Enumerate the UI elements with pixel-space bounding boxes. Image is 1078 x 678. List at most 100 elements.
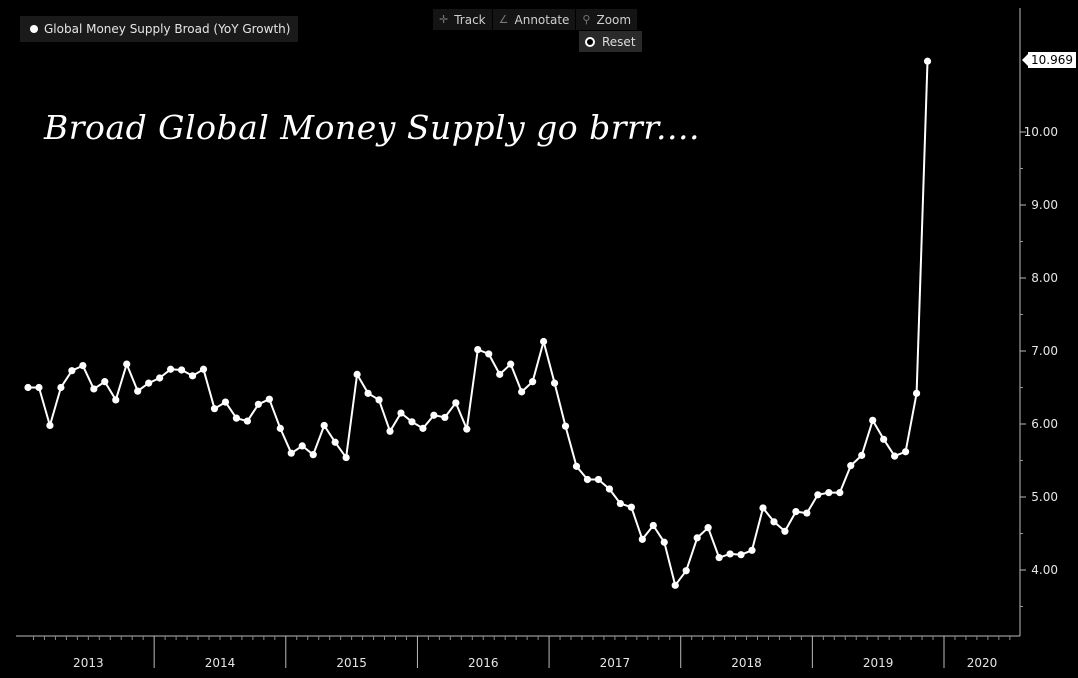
data-point bbox=[24, 383, 32, 392]
data-point bbox=[627, 503, 635, 511]
data-point bbox=[167, 365, 175, 373]
data-point bbox=[561, 422, 570, 430]
data-point bbox=[331, 438, 339, 446]
data-point bbox=[199, 365, 208, 373]
data-point bbox=[726, 550, 734, 558]
y-tick-label: 10.00 bbox=[1023, 125, 1058, 139]
data-point bbox=[441, 413, 449, 422]
data-point bbox=[243, 417, 251, 425]
data-point bbox=[474, 345, 482, 354]
data-point bbox=[836, 489, 844, 497]
data-point bbox=[265, 395, 273, 403]
series-line bbox=[28, 61, 929, 587]
data-point bbox=[825, 489, 833, 497]
data-point bbox=[682, 567, 690, 575]
data-point bbox=[156, 374, 164, 382]
y-tick-label: 4.00 bbox=[1031, 563, 1058, 577]
data-point bbox=[309, 451, 317, 459]
data-point bbox=[145, 379, 153, 387]
data-point bbox=[616, 499, 624, 508]
data-point bbox=[496, 370, 504, 378]
radio-icon bbox=[585, 36, 595, 47]
data-point bbox=[781, 527, 789, 535]
track-button[interactable]: ✛ Track bbox=[433, 9, 492, 30]
data-point bbox=[232, 414, 241, 422]
x-tick-label: 2015 bbox=[336, 656, 367, 670]
data-point bbox=[539, 337, 548, 346]
data-point bbox=[46, 421, 54, 430]
data-point bbox=[814, 491, 822, 499]
data-point bbox=[79, 362, 87, 370]
data-point bbox=[518, 388, 526, 396]
chart-annotation: Broad Global Money Supply go brrr.... bbox=[44, 108, 700, 147]
data-point bbox=[507, 360, 515, 368]
data-point bbox=[847, 462, 855, 470]
x-tick-label: 2017 bbox=[599, 656, 631, 670]
legend[interactable]: Global Money Supply Broad (YoY Growth) bbox=[20, 16, 299, 42]
data-point bbox=[397, 409, 405, 417]
x-tick-label: 2020 bbox=[966, 656, 998, 670]
data-point bbox=[660, 538, 668, 546]
data-point bbox=[430, 411, 438, 419]
data-point bbox=[693, 534, 701, 542]
data-point bbox=[792, 508, 800, 516]
data-point bbox=[583, 475, 592, 484]
data-point bbox=[134, 387, 142, 395]
data-point bbox=[529, 378, 537, 386]
last-value-label: 10.969 bbox=[1028, 52, 1076, 68]
data-point bbox=[320, 421, 328, 430]
data-point bbox=[638, 535, 646, 543]
reset-button[interactable]: Reset bbox=[579, 31, 642, 52]
data-point bbox=[715, 553, 723, 562]
data-point bbox=[452, 399, 460, 407]
data-point bbox=[35, 383, 43, 392]
data-point bbox=[298, 442, 306, 450]
magnifier-icon: ⚲ bbox=[582, 13, 591, 26]
data-point bbox=[177, 366, 186, 374]
data-point bbox=[101, 378, 109, 386]
y-tick-label: 8.00 bbox=[1031, 271, 1058, 285]
x-tick-label: 2018 bbox=[731, 656, 762, 670]
chart-toolbar: ✛ Track ∠ Annotate ⚲ Zoom bbox=[433, 9, 638, 30]
data-point bbox=[891, 452, 899, 460]
data-point bbox=[594, 475, 603, 484]
x-tick-label: 2014 bbox=[204, 656, 236, 670]
data-point bbox=[353, 370, 361, 378]
data-point bbox=[803, 509, 811, 517]
data-point bbox=[287, 449, 295, 457]
legend-label: Global Money Supply Broad (YoY Growth) bbox=[44, 22, 291, 36]
series-marker-icon bbox=[30, 25, 38, 33]
crosshair-icon: ✛ bbox=[439, 13, 449, 26]
data-point bbox=[276, 424, 284, 432]
data-point bbox=[869, 416, 877, 424]
annotate-button[interactable]: ∠ Annotate bbox=[492, 9, 576, 30]
track-label: Track bbox=[454, 12, 486, 27]
data-point bbox=[254, 400, 262, 408]
data-point bbox=[605, 485, 614, 493]
data-point bbox=[408, 418, 416, 426]
annotate-label: Annotate bbox=[514, 12, 570, 27]
data-point bbox=[210, 405, 219, 413]
zoom-button[interactable]: ⚲ Zoom bbox=[576, 9, 638, 30]
data-point bbox=[770, 518, 778, 526]
data-point bbox=[737, 551, 745, 559]
data-point bbox=[123, 360, 131, 368]
y-tick-label: 5.00 bbox=[1031, 490, 1058, 504]
zoom-label: Zoom bbox=[596, 12, 632, 27]
data-point bbox=[57, 383, 65, 392]
data-point bbox=[880, 435, 888, 443]
data-point bbox=[419, 424, 427, 432]
data-point bbox=[221, 398, 230, 406]
data-point bbox=[912, 389, 921, 397]
data-point bbox=[364, 389, 372, 397]
data-point bbox=[923, 57, 932, 65]
data-point bbox=[90, 385, 98, 393]
data-point bbox=[902, 448, 910, 456]
x-tick-label: 2016 bbox=[467, 656, 499, 670]
data-point bbox=[858, 451, 866, 459]
y-tick-label: 7.00 bbox=[1031, 344, 1058, 358]
data-point bbox=[759, 504, 767, 512]
data-point bbox=[485, 350, 493, 358]
data-point bbox=[572, 462, 581, 470]
